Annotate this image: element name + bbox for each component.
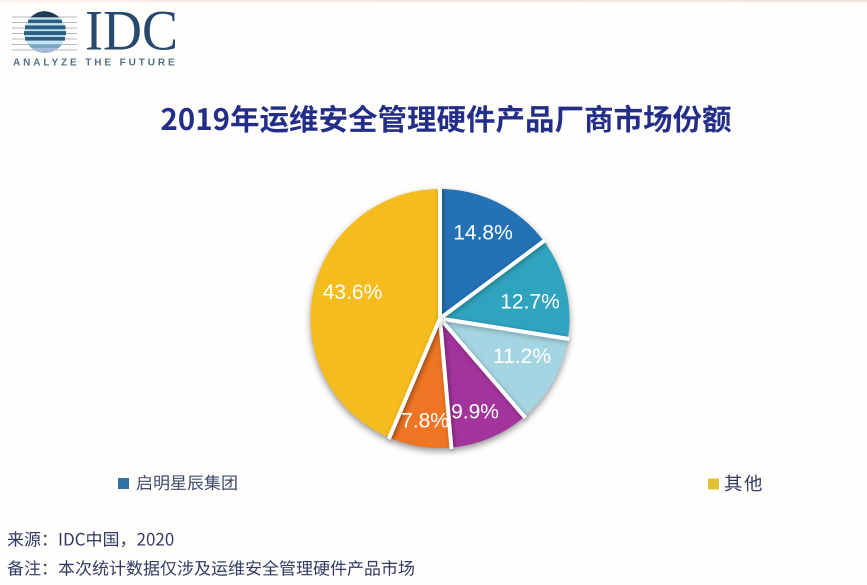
svg-text:ANALYZE THE FUTURE: ANALYZE THE FUTURE [13, 58, 178, 69]
svg-text:9.9%: 9.9% [451, 401, 499, 424]
svg-text:11.2%: 11.2% [493, 345, 551, 368]
svg-text:IDC: IDC [85, 0, 178, 63]
svg-text:14.8%: 14.8% [453, 222, 513, 245]
svg-text:43.6%: 43.6% [323, 281, 383, 304]
svg-text:12.7%: 12.7% [500, 291, 560, 314]
svg-text:7.8%: 7.8% [401, 410, 449, 433]
